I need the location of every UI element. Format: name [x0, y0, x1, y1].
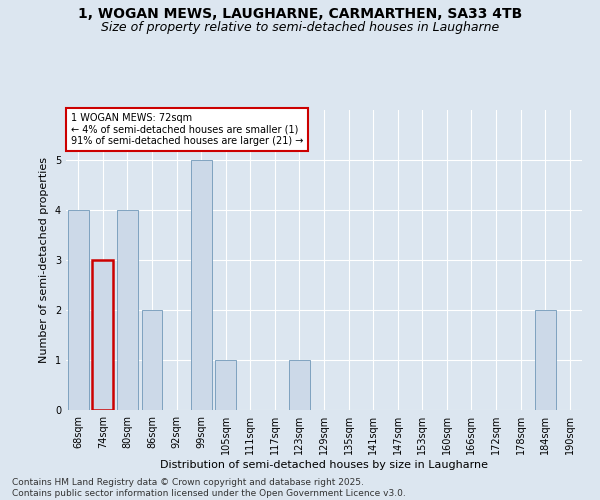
Bar	[535, 310, 556, 410]
Bar	[92, 260, 113, 410]
Bar	[68, 210, 89, 410]
Text: Size of property relative to semi-detached houses in Laugharne: Size of property relative to semi-detach…	[101, 21, 499, 34]
Bar	[215, 360, 236, 410]
Text: 1 WOGAN MEWS: 72sqm
← 4% of semi-detached houses are smaller (1)
91% of semi-det: 1 WOGAN MEWS: 72sqm ← 4% of semi-detache…	[71, 113, 304, 146]
X-axis label: Distribution of semi-detached houses by size in Laugharne: Distribution of semi-detached houses by …	[160, 460, 488, 470]
Bar	[142, 310, 163, 410]
Bar	[289, 360, 310, 410]
Bar	[117, 210, 138, 410]
Bar	[191, 160, 212, 410]
Y-axis label: Number of semi-detached properties: Number of semi-detached properties	[40, 157, 49, 363]
Text: 1, WOGAN MEWS, LAUGHARNE, CARMARTHEN, SA33 4TB: 1, WOGAN MEWS, LAUGHARNE, CARMARTHEN, SA…	[78, 8, 522, 22]
Text: Contains HM Land Registry data © Crown copyright and database right 2025.
Contai: Contains HM Land Registry data © Crown c…	[12, 478, 406, 498]
